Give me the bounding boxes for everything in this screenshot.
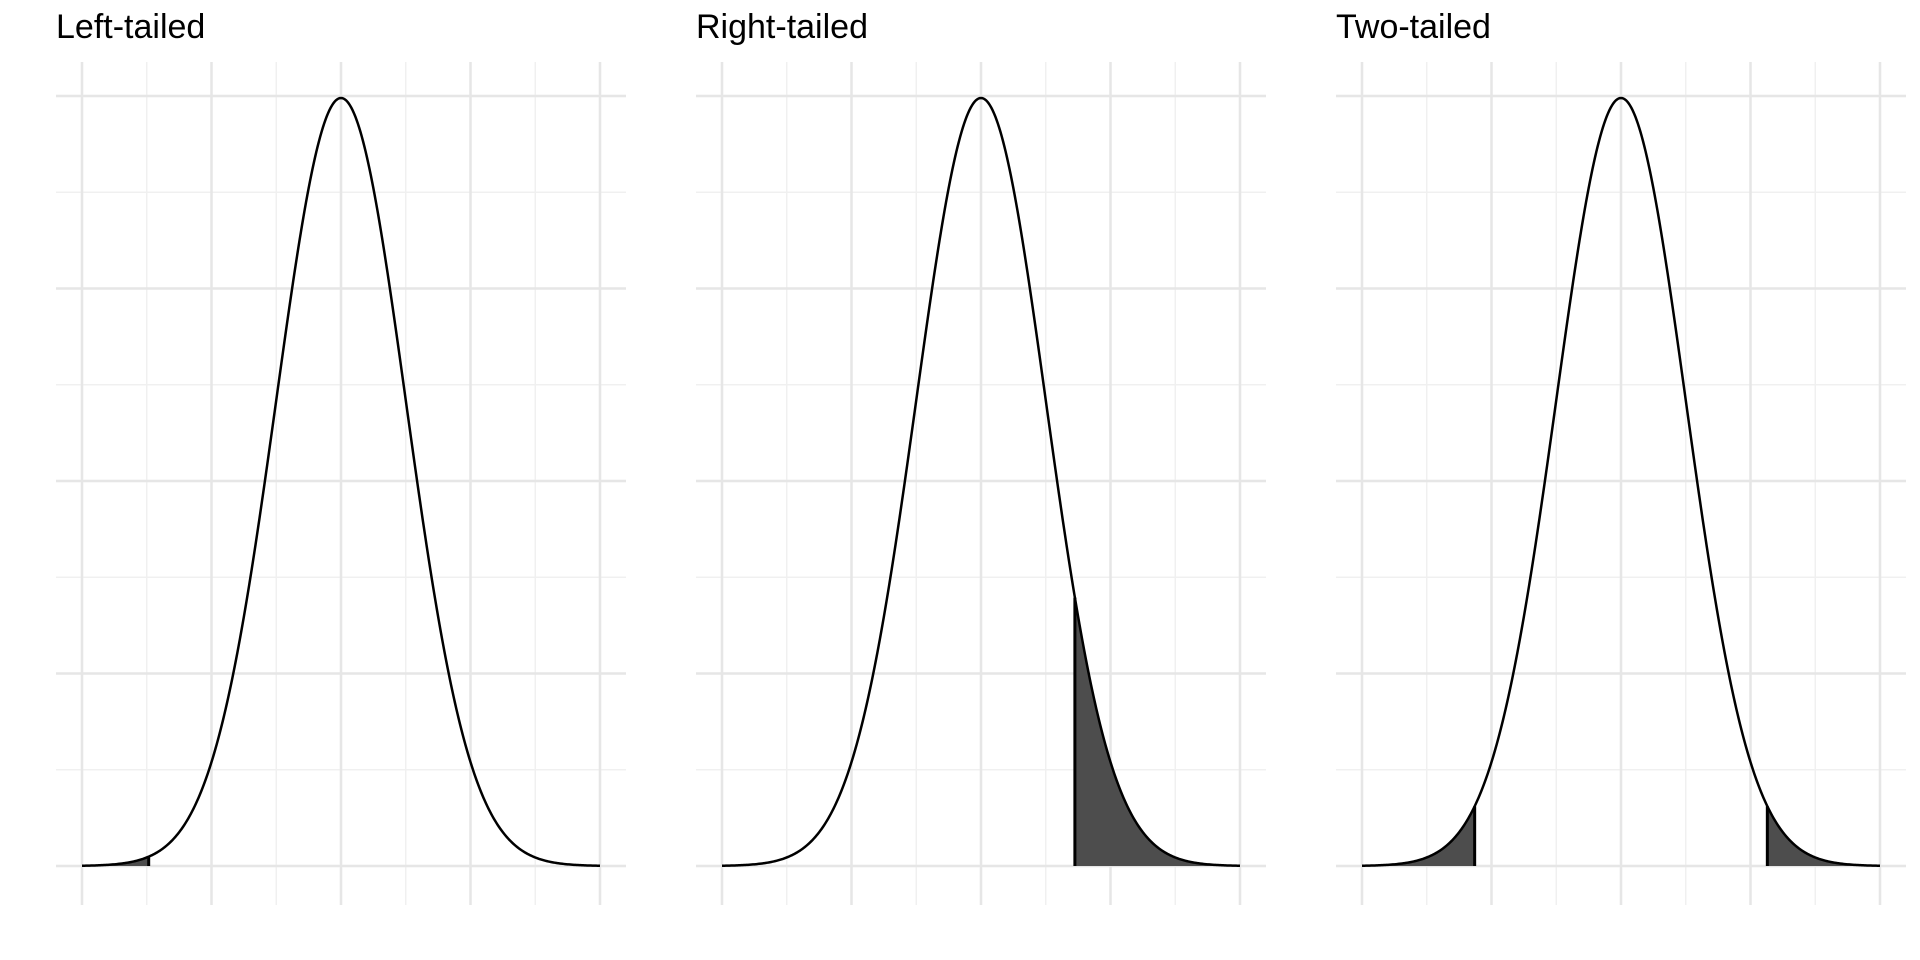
shaded-tail-area — [1362, 806, 1475, 866]
chart-plot-right-tailed — [696, 62, 1266, 905]
panel-right-tailed: Right-tailed — [640, 0, 1280, 960]
shaded-tail-area — [1074, 597, 1240, 866]
chart-plot-left-tailed — [56, 62, 626, 905]
panel-two-tailed: Two-tailed — [1280, 0, 1920, 960]
chart-title: Left-tailed — [56, 8, 206, 46]
chart-plot-two-tailed — [1336, 62, 1906, 905]
density-curve — [1361, 96, 1881, 867]
chart-title: Two-tailed — [1336, 8, 1491, 46]
shaded-tail-area — [1767, 806, 1880, 866]
chart-title: Right-tailed — [696, 8, 868, 46]
panel-left-tailed: Left-tailed — [0, 0, 640, 960]
shaded-tail-area — [82, 856, 149, 866]
density-curve — [81, 96, 601, 867]
density-curve — [721, 96, 1241, 867]
